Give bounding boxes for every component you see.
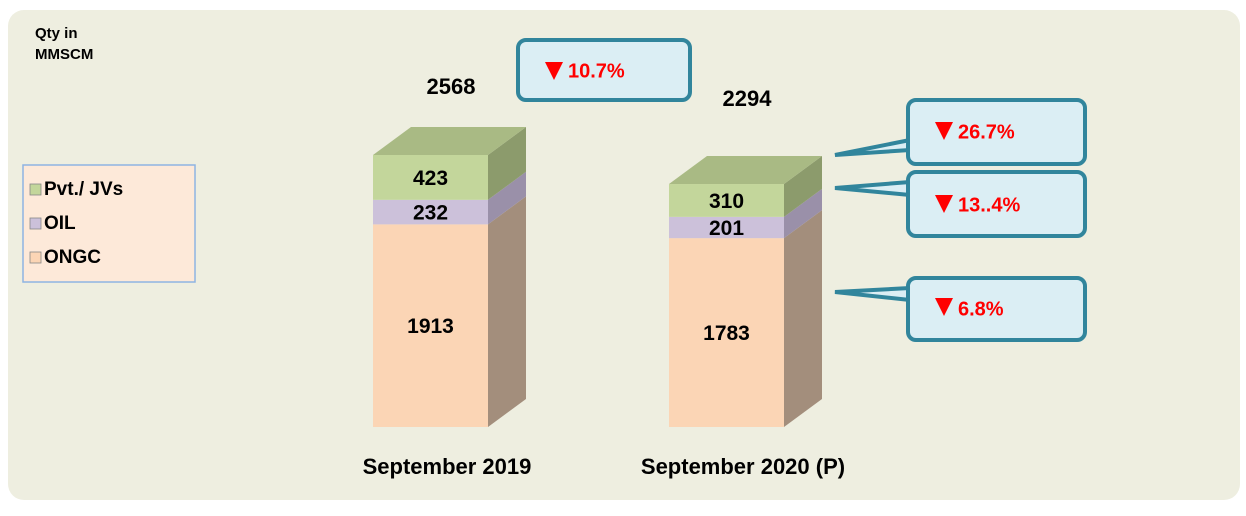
bar: [669, 216, 784, 239]
bar-side: [488, 171, 526, 225]
bar-side: [784, 188, 822, 239]
legend-label: OIL: [44, 213, 76, 234]
annotation: 13..4%: [958, 194, 1020, 216]
value-label: 232: [413, 202, 448, 225]
value-label: 1913: [407, 315, 454, 338]
down-arrow: [935, 298, 953, 316]
bar-top: [669, 156, 822, 185]
value-label: 310: [709, 190, 744, 213]
legend-swatch: [29, 251, 42, 264]
down-arrow: [935, 195, 953, 213]
legend-swatch: [29, 183, 42, 196]
down-arrow: [545, 62, 563, 80]
x-tick-label: September 2019: [363, 454, 532, 479]
legend-label: Pvt./ JVs: [44, 179, 123, 200]
legend: [22, 164, 196, 283]
bar-side: [784, 210, 822, 427]
bar-top: [373, 127, 526, 155]
legend-swatch: [29, 217, 42, 230]
legend-label: ONGC: [44, 247, 101, 268]
annotation: 6.8%: [958, 298, 1004, 320]
annotation: 26.7%: [958, 121, 1015, 143]
callout: [834, 276, 1087, 342]
callout: [834, 98, 1087, 166]
x-tick-label: September 2020 (P): [641, 454, 845, 479]
bar: [373, 155, 488, 200]
value-label: 201: [709, 217, 744, 240]
down-arrow: [935, 122, 953, 140]
bar-side: [488, 127, 526, 200]
value-label: 423: [413, 167, 448, 190]
bar-side: [784, 156, 822, 217]
total-label: 2294: [723, 86, 773, 111]
value-label: 1783: [703, 322, 750, 345]
unit-label: Qty in: [35, 25, 78, 42]
bar-side: [488, 196, 526, 427]
total-label: 2568: [427, 74, 476, 99]
callout: [516, 38, 692, 102]
bar: [373, 224, 488, 427]
bar: [373, 199, 488, 225]
bar: [669, 184, 784, 217]
bar: [669, 238, 784, 427]
callout: [834, 170, 1087, 238]
annotation: 10.7%: [568, 60, 625, 82]
unit-label: MMSCM: [35, 46, 93, 63]
